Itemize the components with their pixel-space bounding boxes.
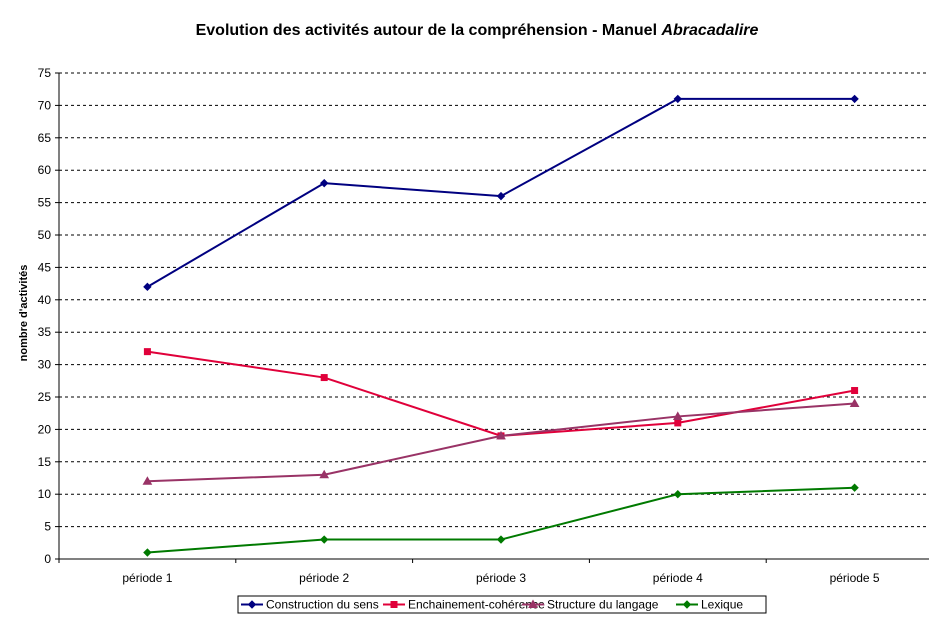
x-tick-labels: période 1 période 2 période 3 période 4 péri… xyxy=(122,571,880,585)
data-point xyxy=(142,476,153,485)
series-line xyxy=(147,402,855,483)
y-tick-label: 20 xyxy=(38,422,52,436)
y-tick-label: 25 xyxy=(38,390,52,404)
x-tick-label: période 1 xyxy=(122,571,172,585)
legend-marker xyxy=(528,599,538,608)
chart-title-main: Evolution des activités autour de la com… xyxy=(196,22,662,39)
y-tick-label: 75 xyxy=(38,66,52,80)
y-tick-label: 70 xyxy=(38,98,52,112)
data-point xyxy=(849,398,860,407)
legend-item: Lexique xyxy=(676,598,743,612)
y-tick-label: 5 xyxy=(44,520,51,534)
series-structure-du-langage xyxy=(142,398,860,485)
x-tick-label: période 5 xyxy=(830,571,880,585)
y-tick-label: 65 xyxy=(38,131,52,145)
data-point xyxy=(672,411,683,420)
legend-label: Lexique xyxy=(701,598,743,612)
legend-item: Structure du langage xyxy=(522,598,659,612)
legend-box xyxy=(237,595,767,614)
data-point xyxy=(143,548,152,557)
data-point xyxy=(320,374,328,382)
legend-item: Enchainement-cohérence xyxy=(383,598,545,612)
axes xyxy=(55,72,929,563)
legend-label: Structure du langage xyxy=(547,598,659,612)
data-point xyxy=(850,94,859,104)
x-tick-label: période 4 xyxy=(653,571,703,585)
legend-label: Construction du sens xyxy=(266,598,379,612)
legend-item: Construction du sens xyxy=(241,598,379,612)
data-point xyxy=(496,535,506,544)
data-point xyxy=(319,178,329,188)
chart-title-italic: Abracadalire xyxy=(660,22,758,39)
data-point xyxy=(673,94,683,104)
legend-marker xyxy=(247,600,257,609)
chart-title: Evolution des activités autour de la com… xyxy=(196,22,759,39)
y-tick-labels: 0 5 10 15 20 25 30 35 40 45 50 55 60 65 70 75 xyxy=(38,66,52,566)
data-point xyxy=(850,483,859,492)
y-tick-label: 0 xyxy=(44,552,51,566)
x-tick-label: période 3 xyxy=(476,571,526,585)
data-point xyxy=(143,348,151,356)
legend-label: Enchainement-cohérence xyxy=(408,598,545,612)
gridlines xyxy=(59,72,929,528)
legend-marker xyxy=(682,600,692,609)
y-tick-label: 15 xyxy=(38,455,52,469)
data-point xyxy=(673,489,683,499)
series-construction-du-sens xyxy=(143,94,859,292)
series-lexique xyxy=(143,483,859,557)
data-point xyxy=(319,469,330,479)
data-point xyxy=(674,419,682,427)
data-point xyxy=(851,387,859,395)
y-tick-label: 30 xyxy=(38,358,52,372)
data-point xyxy=(496,191,506,201)
data-point xyxy=(143,282,152,292)
y-tick-label: 40 xyxy=(38,293,52,307)
data-point xyxy=(319,535,329,544)
y-tick-label: 50 xyxy=(38,228,52,242)
y-axis-label: nombre d'activités xyxy=(18,265,30,362)
y-tick-label: 35 xyxy=(38,325,52,339)
x-tick-label: période 2 xyxy=(299,571,349,585)
legend: Construction du sens Enchainement-cohéren… xyxy=(237,595,767,614)
series-enchainement-coherence xyxy=(143,348,859,440)
series xyxy=(142,94,860,557)
data-point xyxy=(496,430,506,440)
y-tick-label: 55 xyxy=(38,196,52,210)
y-tick-label: 10 xyxy=(38,487,52,501)
y-tick-label: 45 xyxy=(38,260,52,274)
y-tick-label: 60 xyxy=(38,163,52,177)
legend-marker xyxy=(390,601,398,608)
